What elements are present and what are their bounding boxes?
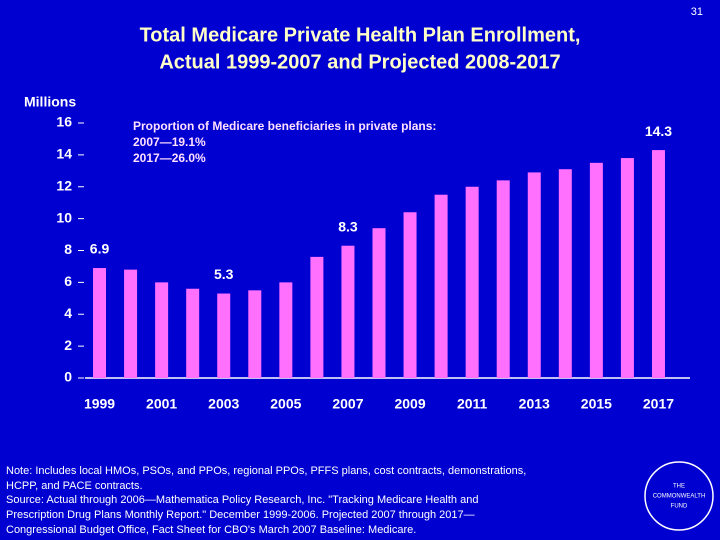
y-tick-label: 8 — [64, 241, 72, 257]
chart-title: Actual 1999-2007 and Projected 2008-2017 — [159, 51, 560, 73]
y-tick-label: 16 — [56, 114, 72, 130]
x-tick-label: 2007 — [332, 396, 363, 412]
note-line: Source: Actual through 2006—Mathematica … — [6, 494, 478, 506]
y-tick-label: 4 — [64, 305, 72, 321]
bar — [496, 180, 510, 378]
note-line: Prescription Drug Plans Monthly Report."… — [6, 509, 475, 521]
bar — [527, 172, 541, 378]
notes: Note: Includes local HMOs, PSOs, and PPO… — [6, 465, 526, 536]
x-tick-label: 2015 — [581, 396, 612, 412]
note-line: Congressional Budget Office, Fact Sheet … — [6, 524, 416, 536]
data-label: 14.3 — [645, 123, 672, 139]
chart-title: Total Medicare Private Health Plan Enrol… — [140, 24, 581, 46]
data-label: 5.3 — [214, 266, 234, 282]
x-tick-label: 2013 — [519, 396, 550, 412]
x-tick-label: 2003 — [208, 396, 239, 412]
bar — [403, 212, 417, 378]
annotation: Proportion of Medicare beneficiaries in … — [133, 119, 436, 133]
y-tick-label: 2 — [64, 337, 72, 353]
bar — [93, 268, 107, 378]
bar — [434, 194, 448, 378]
annotation: 2017—26.0% — [133, 151, 206, 165]
bar — [248, 290, 262, 378]
y-tick-label: 14 — [56, 146, 72, 162]
bar — [558, 169, 572, 378]
x-tick-label: 2001 — [146, 396, 177, 412]
bar — [310, 256, 324, 378]
bar — [465, 186, 479, 378]
x-tick-label: 2011 — [457, 396, 488, 412]
x-tick-label: 2005 — [270, 396, 301, 412]
bar — [124, 269, 138, 378]
bar — [341, 245, 355, 378]
logo-ring — [644, 461, 714, 531]
bar — [279, 282, 293, 378]
y-tick-label: 10 — [56, 209, 72, 225]
bar — [372, 228, 386, 378]
bar — [620, 158, 634, 378]
logo-text: THE — [673, 484, 685, 490]
y-tick-label: 0 — [64, 369, 72, 385]
logo: THE COMMONWEALTH FUND — [644, 461, 714, 531]
bar — [217, 293, 231, 378]
bar — [589, 162, 603, 378]
x-tick-label: 2017 — [643, 396, 674, 412]
page-number: 31 — [691, 6, 703, 18]
note-line: HCPP, and PACE contracts. — [6, 480, 143, 492]
data-label: 8.3 — [338, 218, 358, 234]
logo-text: FUND — [671, 504, 688, 510]
x-tick-label: 2009 — [394, 396, 425, 412]
y-tick-label: 12 — [56, 177, 72, 193]
y-axis-label: Millions — [24, 94, 76, 110]
bar — [155, 282, 169, 378]
annotation: 2007—19.1% — [133, 135, 206, 149]
bar — [651, 150, 665, 378]
data-label: 6.9 — [90, 241, 110, 257]
note-line: Note: Includes local HMOs, PSOs, and PPO… — [6, 465, 526, 477]
y-tick-label: 6 — [64, 273, 72, 289]
x-tick-label: 1999 — [84, 396, 115, 412]
bar — [186, 288, 200, 378]
logo-text: COMMONWEALTH — [653, 494, 706, 500]
